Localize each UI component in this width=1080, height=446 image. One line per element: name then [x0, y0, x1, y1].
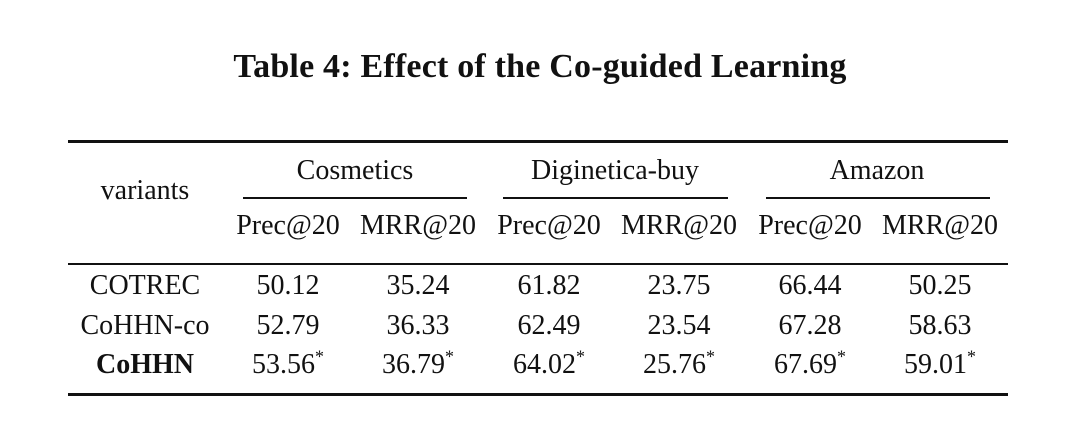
metric-header: Prec@20 [497, 210, 601, 241]
table-cell: 67.28 [778, 310, 842, 341]
table-cell: 50.12 [256, 270, 320, 301]
table-cell: 52.79 [256, 310, 320, 341]
table-cell: 50.25 [908, 270, 972, 301]
table-cell: 67.69* [774, 346, 846, 380]
table-cell: 59.01* [904, 346, 976, 380]
table-cell: 61.82 [517, 270, 581, 301]
table-cell: 25.76* [643, 346, 715, 380]
table-cell: 62.49 [517, 310, 581, 341]
table-caption: Table 4: Effect of the Co-guided Learnin… [233, 48, 847, 85]
table-cell: 64.02* [513, 346, 585, 380]
row-label: COTREC [89, 270, 201, 301]
header-rule [68, 263, 1008, 265]
metric-header: Prec@20 [236, 210, 340, 241]
variants-header: variants [100, 175, 190, 206]
group-underline-diginetica-buy [503, 197, 728, 199]
table-cell: 36.79* [382, 346, 454, 380]
metric-header: MRR@20 [359, 210, 477, 241]
bottom-rule [68, 393, 1008, 396]
table-cell: 66.44 [778, 270, 842, 301]
group-underline-cosmetics [243, 197, 467, 199]
metric-header: MRR@20 [620, 210, 738, 241]
metric-header: MRR@20 [881, 210, 999, 241]
group-header-cosmetics: Cosmetics [296, 155, 414, 186]
table-cell: 36.33 [386, 310, 450, 341]
metric-header: Prec@20 [758, 210, 862, 241]
group-header-amazon: Amazon [829, 155, 925, 186]
table-cell: 58.63 [908, 310, 972, 341]
table-cell: 35.24 [386, 270, 450, 301]
row-label: CoHHN [96, 349, 194, 380]
table-cell: 23.54 [647, 310, 711, 341]
table-cell: 53.56* [252, 346, 324, 380]
top-rule [68, 140, 1008, 143]
row-label: CoHHN-co [80, 310, 210, 341]
group-header-diginetica-buy: Diginetica-buy [531, 155, 699, 186]
table-cell: 23.75 [647, 270, 711, 301]
group-underline-amazon [766, 197, 990, 199]
